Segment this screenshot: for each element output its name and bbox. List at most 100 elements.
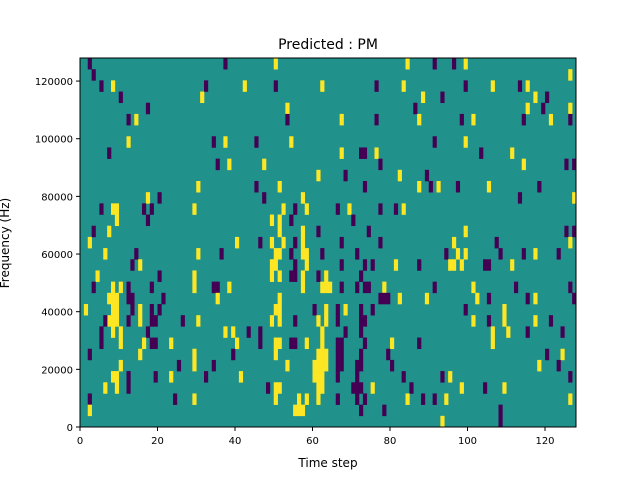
heatmap-cell-high bbox=[316, 169, 321, 182]
heatmap-cell-low bbox=[153, 371, 158, 383]
heatmap-cell-high bbox=[269, 270, 275, 282]
heatmap-cell-low bbox=[145, 102, 151, 115]
heatmap-cell-high bbox=[339, 147, 344, 159]
heatmap-cell-high bbox=[196, 181, 201, 193]
heatmap-cell-low bbox=[293, 270, 298, 282]
heatmap-cell-low bbox=[107, 147, 112, 159]
heatmap-cell-low bbox=[293, 315, 298, 327]
heatmap-cell-low bbox=[486, 259, 492, 271]
heatmap-cell-low bbox=[289, 270, 294, 282]
y-axis: 0 20000 40000 60000 80000 100000 120000 bbox=[35, 77, 80, 434]
heatmap-cell-high bbox=[502, 315, 507, 327]
heatmap-cell-low bbox=[211, 281, 216, 294]
heatmap-cell-low bbox=[91, 69, 96, 81]
heatmap-cell-high bbox=[281, 236, 286, 249]
heatmap-cell-high bbox=[324, 348, 329, 361]
heatmap-cell-high bbox=[312, 359, 317, 372]
heatmap-cell-low bbox=[142, 203, 147, 215]
heatmap-cell-high bbox=[463, 248, 468, 260]
heatmap-cell-high bbox=[324, 359, 329, 372]
heatmap-cell-high bbox=[142, 337, 147, 350]
heatmap-cell-low bbox=[382, 404, 387, 417]
heatmap-cell-high bbox=[227, 158, 232, 171]
heatmap-cell-low bbox=[91, 225, 96, 238]
heatmap-cell-high bbox=[304, 248, 309, 260]
heatmap-cell-low bbox=[572, 292, 577, 305]
heatmap-cell-high bbox=[316, 371, 321, 383]
heatmap-cell-high bbox=[111, 304, 116, 316]
heatmap-cell-low bbox=[130, 292, 135, 305]
heatmap-cell-low bbox=[362, 393, 368, 405]
heatmap-cell-high bbox=[277, 270, 282, 282]
heatmap-cell-high bbox=[525, 102, 530, 115]
heatmap-cell-low bbox=[149, 337, 154, 350]
heatmap-cell-low bbox=[521, 248, 526, 260]
heatmap-cell-low bbox=[293, 236, 298, 249]
heatmap-cell-high bbox=[324, 270, 329, 282]
heatmap-cell-low bbox=[316, 270, 321, 282]
heatmap-cell-high bbox=[510, 259, 515, 271]
heatmap-cell-high bbox=[285, 102, 290, 115]
heatmap-cell-low bbox=[126, 113, 131, 126]
heatmap-cell-low bbox=[103, 315, 108, 327]
heatmap-cell-low bbox=[355, 281, 360, 294]
heatmap-cell-low bbox=[157, 192, 162, 204]
heatmap-cell-low bbox=[483, 382, 488, 394]
y-axis-label: Frequency (Hz) bbox=[0, 198, 12, 289]
heatmap-cell-high bbox=[506, 326, 511, 338]
heatmap-cell-high bbox=[300, 281, 306, 294]
heatmap-cell-low bbox=[378, 203, 383, 215]
heatmap-cell-high bbox=[111, 315, 116, 327]
heatmap-cell-high bbox=[118, 359, 123, 372]
heatmap-cell-low bbox=[525, 292, 530, 305]
heatmap-cell-low bbox=[440, 91, 445, 104]
heatmap-cell-low bbox=[173, 393, 178, 405]
heatmap-cell-low bbox=[149, 315, 154, 327]
heatmap-cell-high bbox=[471, 315, 476, 327]
heatmap-cell-high bbox=[448, 371, 453, 383]
heatmap-cell-high bbox=[390, 337, 395, 350]
heatmap-cell-low bbox=[362, 281, 368, 294]
heatmap-cell-high bbox=[107, 225, 112, 238]
heatmap-cell-low bbox=[386, 292, 391, 305]
heatmap-cell-low bbox=[149, 304, 154, 316]
heatmap-cell-low bbox=[149, 281, 154, 294]
heatmap-cell-low bbox=[219, 248, 224, 260]
heatmap-cell-high bbox=[459, 382, 464, 394]
heatmap-cell-high bbox=[107, 292, 112, 305]
heatmap-cell-low bbox=[339, 337, 344, 350]
heatmap-cell-low bbox=[401, 371, 406, 383]
heatmap-cell-low bbox=[452, 58, 457, 70]
heatmap-cell-low bbox=[463, 304, 468, 316]
heatmap-cell-high bbox=[95, 270, 100, 282]
heatmap-cell-low bbox=[393, 203, 399, 215]
heatmap-cell-low bbox=[366, 225, 371, 238]
heatmap-cell-high bbox=[463, 225, 468, 238]
heatmap-cell-low bbox=[417, 259, 422, 271]
heatmap-cell-low bbox=[153, 337, 158, 350]
heatmap-cell-high bbox=[273, 348, 278, 361]
heatmap-cell-low bbox=[366, 281, 371, 294]
y-tick-label: 120000 bbox=[35, 77, 73, 88]
heatmap-cell-low bbox=[351, 382, 356, 394]
heatmap-cell-high bbox=[320, 326, 325, 338]
heatmap-cell-high bbox=[277, 382, 282, 394]
heatmap-cell-low bbox=[126, 292, 131, 305]
heatmap-cell-low bbox=[87, 348, 92, 361]
heatmap-cell-high bbox=[169, 371, 174, 383]
heatmap-cell-high bbox=[87, 404, 92, 417]
heatmap-cell-low bbox=[545, 348, 550, 361]
heatmap-cell-low bbox=[339, 281, 344, 294]
heatmap-cell-high bbox=[397, 292, 402, 305]
heatmap-cell-low bbox=[428, 181, 433, 193]
heatmap-cell-low bbox=[204, 80, 209, 92]
heatmap-cell-low bbox=[153, 315, 158, 327]
heatmap-cell-high bbox=[324, 304, 329, 316]
heatmap-cell-high bbox=[572, 192, 577, 204]
heatmap-cell-low bbox=[486, 315, 492, 327]
heatmap-cell-low bbox=[432, 393, 437, 405]
heatmap-cell-high bbox=[192, 281, 197, 294]
heatmap-cell-low bbox=[355, 382, 360, 394]
heatmap-cell-high bbox=[324, 281, 329, 294]
